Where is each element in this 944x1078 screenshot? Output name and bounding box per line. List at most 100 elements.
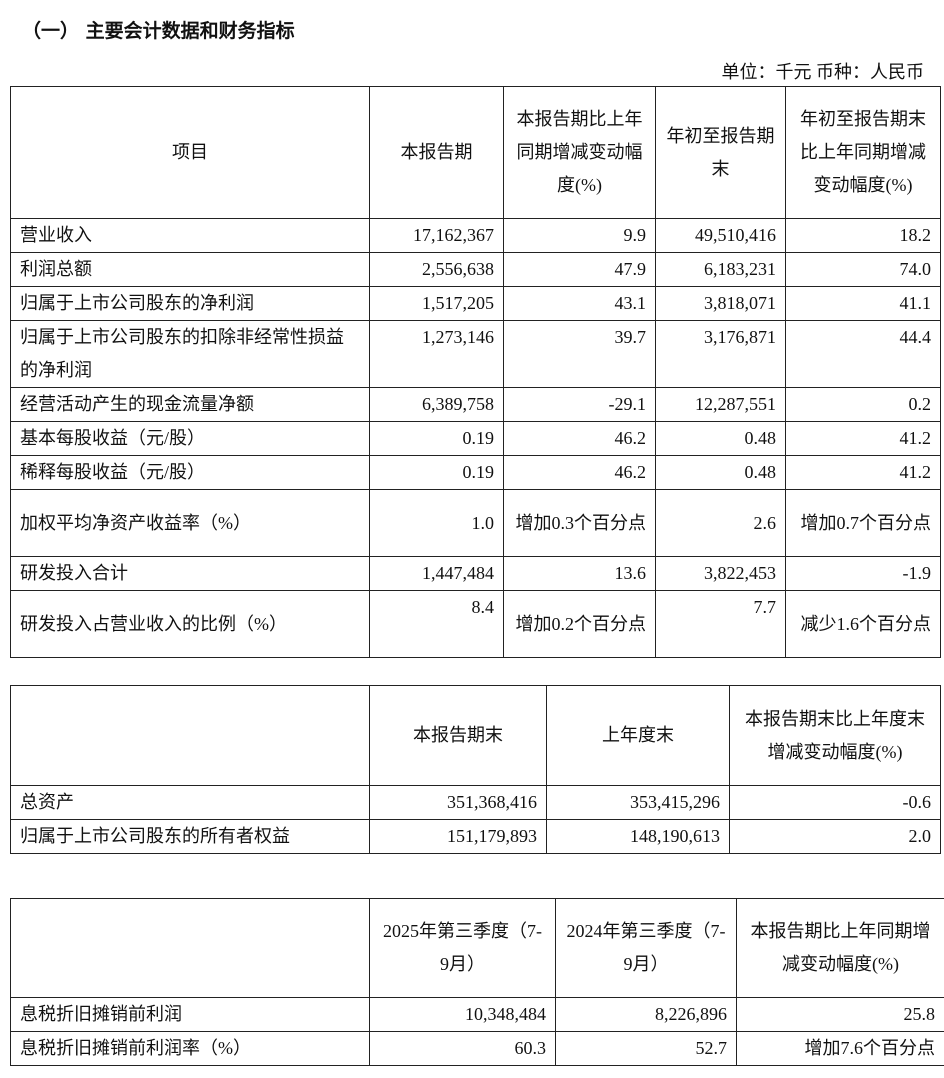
table-row: 稀释每股收益（元/股） 0.19 46.2 0.48 41.2 <box>10 455 941 490</box>
cell-value: 74.0 <box>785 252 941 287</box>
row-label: 稀释每股收益（元/股） <box>10 455 370 490</box>
cell-value: 13.6 <box>503 556 656 591</box>
cell-value: 44.4 <box>785 320 941 388</box>
unit-currency-note: 单位：千元 币种：人民币 <box>721 62 925 82</box>
cell-value: 41.2 <box>785 455 941 490</box>
cell-value: 351,368,416 <box>369 785 547 820</box>
cell-value: -0.6 <box>729 785 941 820</box>
cell-value: 0.48 <box>655 421 786 456</box>
cell-value: 18.2 <box>785 218 941 253</box>
column-header: 2025年第三季度（7-9月） <box>369 898 556 998</box>
section-title: （一） 主要会计数据和财务指标 <box>22 20 295 42</box>
cell-value: 6,389,758 <box>369 387 504 422</box>
table-row: 利润总额 2,556,638 47.9 6,183,231 74.0 <box>10 252 941 287</box>
cell-value: 9.9 <box>503 218 656 253</box>
column-header: 年初至报告期末 <box>655 86 786 219</box>
table-row: 营业收入 17,162,367 9.9 49,510,416 18.2 <box>10 218 941 253</box>
cell-value: 3,176,871 <box>655 320 786 388</box>
cell-value: 39.7 <box>503 320 656 388</box>
cell-value: 增加0.7个百分点 <box>785 489 941 557</box>
table-row: 经营活动产生的现金流量净额 6,389,758 -29.1 12,287,551 0.2 <box>10 387 941 422</box>
row-label: 息税折旧摊销前利润 <box>10 997 370 1032</box>
cell-value: 25.8 <box>736 997 944 1032</box>
cell-value: 0.48 <box>655 455 786 490</box>
row-label: 经营活动产生的现金流量净额 <box>10 387 370 422</box>
cell-value: 0.2 <box>785 387 941 422</box>
header-row: 项目 本报告期 本报告期比上年同期增减变动幅度(%) 年初至报告期末 年初至报告期末比上… <box>10 86 941 219</box>
cell-value: 49,510,416 <box>655 218 786 253</box>
cell-value: 1,447,484 <box>369 556 504 591</box>
column-header: 本报告期比上年同期增减变动幅度(%) <box>503 86 656 219</box>
table-row: 归属于上市公司股东的扣除非经常性损益的净利润 1,273,146 39.7 3,176… <box>10 320 941 388</box>
cell-value: 增加0.2个百分点 <box>503 590 656 658</box>
cell-value: 增加0.3个百分点 <box>503 489 656 557</box>
cell-value: 增加7.6个百分点 <box>736 1031 944 1066</box>
cell-value: 41.1 <box>785 286 941 321</box>
ebitda-table: 2025年第三季度（7-9月） 2024年第三季度（7-9月） 本报告期比上年同期增… <box>10 898 944 1066</box>
row-label: 研发投入合计 <box>10 556 370 591</box>
column-header: 本报告期末 <box>369 685 547 786</box>
cell-value: 3,822,453 <box>655 556 786 591</box>
cell-value: 0.19 <box>369 455 504 490</box>
cell-value: 46.2 <box>503 455 656 490</box>
table-row: 归属于上市公司股东的所有者权益 151,179,893 148,190,613 2.0 <box>10 819 941 854</box>
cell-value: 43.1 <box>503 286 656 321</box>
cell-value: 52.7 <box>555 1031 737 1066</box>
cell-value: 2.0 <box>729 819 941 854</box>
row-label: 总资产 <box>10 785 370 820</box>
cell-value: 353,415,296 <box>546 785 730 820</box>
row-label: 归属于上市公司股东的扣除非经常性损益的净利润 <box>10 320 370 388</box>
cell-value: 减少1.6个百分点 <box>785 590 941 658</box>
cell-value: 8,226,896 <box>555 997 737 1032</box>
row-label: 营业收入 <box>10 218 370 253</box>
row-label: 研发投入占营业收入的比例（%） <box>10 590 370 658</box>
column-header <box>10 898 370 998</box>
cell-value: 2,556,638 <box>369 252 504 287</box>
column-header: 本报告期末比上年度末增减变动幅度(%) <box>729 685 941 786</box>
column-header: 本报告期 <box>369 86 504 219</box>
cell-value: 10,348,484 <box>369 997 556 1032</box>
cell-value: 1.0 <box>369 489 504 557</box>
row-label: 归属于上市公司股东的净利润 <box>10 286 370 321</box>
cell-value: -29.1 <box>503 387 656 422</box>
column-header: 2024年第三季度（7-9月） <box>555 898 737 998</box>
key-financial-data-table: 项目 本报告期 本报告期比上年同期增减变动幅度(%) 年初至报告期末 年初至报告期末比上… <box>10 86 941 658</box>
cell-value: 7.7 <box>655 590 786 658</box>
row-label: 归属于上市公司股东的所有者权益 <box>10 819 370 854</box>
cell-value: 46.2 <box>503 421 656 456</box>
row-label: 加权平均净资产收益率（%） <box>10 489 370 557</box>
cell-value: 17,162,367 <box>369 218 504 253</box>
balance-sheet-data-table: 本报告期末 上年度末 本报告期末比上年度末增减变动幅度(%) 总资产 351,368,4… <box>10 685 941 854</box>
cell-value: 6,183,231 <box>655 252 786 287</box>
cell-value: 148,190,613 <box>546 819 730 854</box>
row-label: 息税折旧摊销前利润率（%） <box>10 1031 370 1066</box>
table-row: 基本每股收益（元/股） 0.19 46.2 0.48 41.2 <box>10 421 941 456</box>
cell-value: -1.9 <box>785 556 941 591</box>
cell-value: 151,179,893 <box>369 819 547 854</box>
column-header: 上年度末 <box>546 685 730 786</box>
table-row: 息税折旧摊销前利润率（%） 60.3 52.7 增加7.6个百分点 <box>10 1031 944 1066</box>
cell-value: 0.19 <box>369 421 504 456</box>
cell-value: 12,287,551 <box>655 387 786 422</box>
table-row: 研发投入占营业收入的比例（%） 8.4 增加0.2个百分点 7.7 减少1.6个百分点 <box>10 590 941 658</box>
table-row: 息税折旧摊销前利润 10,348,484 8,226,896 25.8 <box>10 997 944 1032</box>
cell-value: 41.2 <box>785 421 941 456</box>
row-label: 基本每股收益（元/股） <box>10 421 370 456</box>
column-header <box>10 685 370 786</box>
column-header: 本报告期比上年同期增减变动幅度(%) <box>736 898 944 998</box>
table-row: 加权平均净资产收益率（%） 1.0 增加0.3个百分点 2.6 增加0.7个百分点 <box>10 489 941 557</box>
cell-value: 8.4 <box>369 590 504 658</box>
header-row: 2025年第三季度（7-9月） 2024年第三季度（7-9月） 本报告期比上年同期增… <box>10 898 944 998</box>
cell-value: 3,818,071 <box>655 286 786 321</box>
table-row: 总资产 351,368,416 353,415,296 -0.6 <box>10 785 941 820</box>
cell-value: 1,517,205 <box>369 286 504 321</box>
cell-value: 60.3 <box>369 1031 556 1066</box>
header-row: 本报告期末 上年度末 本报告期末比上年度末增减变动幅度(%) <box>10 685 941 786</box>
table-row: 研发投入合计 1,447,484 13.6 3,822,453 -1.9 <box>10 556 941 591</box>
column-header: 项目 <box>10 86 370 219</box>
cell-value: 47.9 <box>503 252 656 287</box>
cell-value: 1,273,146 <box>369 320 504 388</box>
column-header: 年初至报告期末比上年同期增减变动幅度(%) <box>785 86 941 219</box>
cell-value: 2.6 <box>655 489 786 557</box>
table-row: 归属于上市公司股东的净利润 1,517,205 43.1 3,818,071 41.1 <box>10 286 941 321</box>
